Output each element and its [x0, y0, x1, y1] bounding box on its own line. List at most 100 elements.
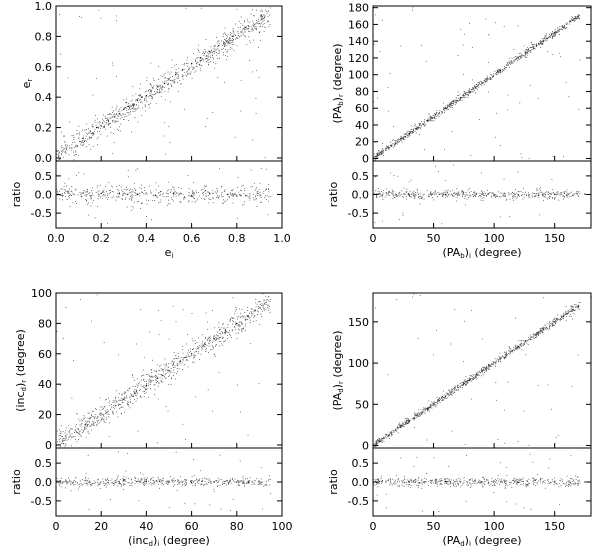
scatter-dot — [463, 94, 464, 95]
scatter-dot — [75, 439, 76, 440]
ratio-dot — [238, 480, 239, 481]
scatter-dot — [108, 114, 109, 115]
x-axis-label: ei — [165, 246, 174, 260]
ratio-dot — [69, 481, 70, 482]
scatter-dot — [516, 57, 517, 58]
scatter-dot — [127, 106, 128, 107]
ratio-dot — [237, 196, 238, 197]
scatter-dot — [151, 377, 152, 378]
ratio-dot — [98, 198, 99, 199]
scatter-dot — [64, 148, 65, 149]
ratio-dot — [524, 194, 525, 195]
ratio-dot — [432, 194, 433, 195]
ratio-dot — [64, 193, 65, 194]
scatter-dot — [489, 34, 490, 35]
scatter-dot — [171, 84, 172, 85]
ratio-dot — [474, 191, 475, 192]
scatter-dot — [225, 329, 226, 330]
scatter-dot — [222, 45, 223, 46]
ratio-dot — [521, 195, 522, 196]
scatter-dot — [122, 402, 123, 403]
scatter-dot — [376, 153, 377, 154]
scatter-dot — [137, 392, 138, 393]
ratio-dot — [399, 192, 400, 193]
ratio-dot — [207, 192, 208, 193]
scatter-dot — [574, 313, 575, 314]
ratio-dot — [135, 190, 136, 191]
scatter-dot — [68, 77, 69, 78]
ratio-dot — [223, 481, 224, 482]
ratio-dot — [395, 193, 396, 194]
scatter-dot — [579, 15, 580, 16]
scatter-dot — [207, 329, 208, 330]
scatter-dot — [222, 324, 223, 325]
scatter-dot — [156, 372, 157, 373]
y-axis-label: er — [20, 79, 34, 89]
scatter-dot — [65, 145, 66, 146]
scatter-dot — [566, 24, 567, 25]
ratio-dot — [406, 199, 407, 200]
scatter-dot — [393, 126, 394, 127]
ratio-dot — [230, 480, 231, 481]
ratio-dot — [390, 173, 391, 174]
ratio-dot — [75, 481, 76, 482]
scatter-dot — [65, 152, 66, 153]
ratio-dot — [119, 483, 120, 484]
scatter-dot — [214, 327, 215, 328]
ratio-dot — [62, 196, 63, 197]
ratio-dot — [159, 480, 160, 481]
ratio-dot — [446, 192, 447, 193]
ratio-dot — [416, 195, 417, 196]
ratio-dot — [202, 481, 203, 482]
scatter-dot — [576, 305, 577, 306]
scatter-dot — [433, 115, 434, 116]
scatter-dot — [156, 85, 157, 86]
scatter-dot — [400, 425, 401, 426]
ratio-dot — [453, 164, 454, 165]
scatter-dot — [539, 331, 540, 332]
ratio-dot — [268, 197, 269, 198]
scatter-dot — [191, 66, 192, 67]
scatter-dot — [151, 382, 152, 383]
scatter-dot — [113, 412, 114, 413]
scatter-dot — [552, 36, 553, 37]
scatter-dot — [202, 53, 203, 54]
scatter-dot — [100, 412, 101, 413]
ratio-dot — [123, 485, 124, 486]
scatter-dot — [69, 147, 70, 148]
ratio-dot — [135, 190, 136, 191]
scatter-dot — [401, 139, 402, 140]
scatter-dot — [395, 430, 396, 431]
scatter-dot — [77, 432, 78, 433]
scatter-dot — [198, 337, 199, 338]
scatter-dot — [476, 84, 477, 85]
scatter-dot — [268, 310, 269, 311]
ratio-dot — [554, 198, 555, 199]
ratio-dot — [162, 479, 163, 480]
scatter-dot — [182, 74, 183, 75]
scatter-dot — [188, 355, 189, 356]
scatter-dot — [477, 379, 478, 380]
scatter-dot — [223, 54, 224, 55]
ratio-dot — [137, 481, 138, 482]
scatter-dot — [134, 399, 135, 400]
scatter-dot — [507, 109, 508, 110]
scatter-dot — [235, 329, 236, 330]
scatter-dot — [478, 374, 479, 375]
scatter-dot — [65, 435, 66, 436]
scatter-dot — [241, 35, 242, 36]
scatter-dot — [165, 77, 166, 78]
scatter-dot — [511, 62, 512, 63]
ratio-dot — [179, 194, 180, 195]
scatter-dot — [387, 146, 388, 147]
scatter-dot — [254, 311, 255, 312]
scatter-dot — [432, 408, 433, 409]
scatter-dot — [206, 348, 207, 349]
scatter-dot — [452, 105, 453, 106]
scatter-dot — [229, 39, 230, 40]
scatter-dot — [264, 20, 265, 21]
ratio-dot — [139, 193, 140, 194]
ratio-dot — [163, 196, 164, 197]
scatter-dot — [100, 410, 101, 411]
ratio-dot — [576, 191, 577, 192]
